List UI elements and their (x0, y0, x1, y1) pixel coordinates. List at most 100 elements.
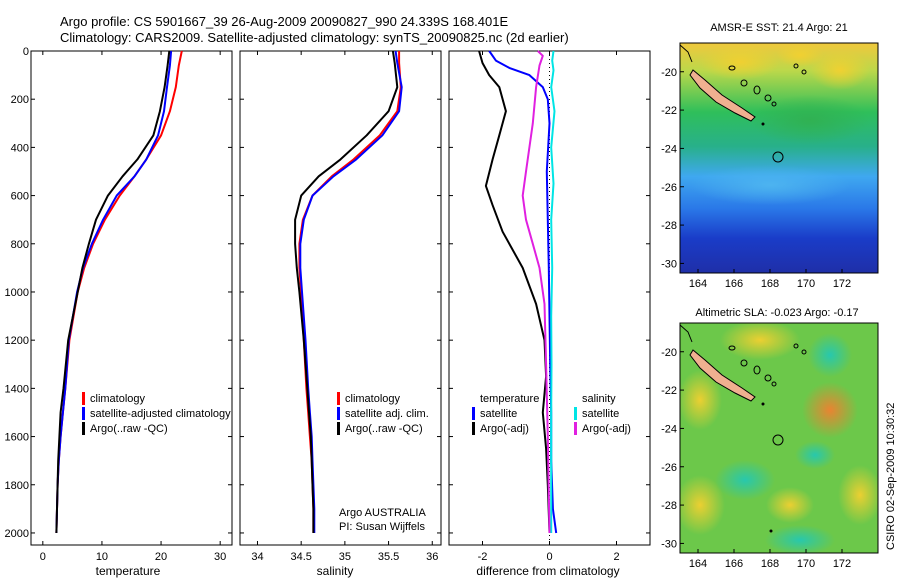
y-tick-label: 200 (11, 94, 29, 106)
sla-low-patch (808, 333, 852, 377)
salinity-ticks: 34 34.5 35 35.5 36 (240, 50, 441, 563)
x-tick-label: -2 (478, 551, 488, 563)
island (753, 365, 761, 375)
difference-panel: -2 0 2 difference from climatology tempera… (448, 50, 651, 578)
sst-map-ticks: 164 166 168 170 172 -20 -22 -24 -26 -28 -30 (661, 67, 851, 290)
series-line-temperature-argo-adj (478, 50, 551, 534)
sst-warm-patch (810, 50, 870, 90)
header-line-2: Climatology: CARS2009. Satellite-adjuste… (60, 30, 569, 45)
island (761, 402, 765, 406)
island (764, 374, 772, 382)
salinity-axes-frame (239, 50, 442, 546)
new-caledonia-coast (680, 324, 693, 343)
island (761, 122, 765, 126)
island (771, 381, 777, 387)
x-tick-label: 30 (214, 551, 226, 563)
lon-tick-label: 168 (761, 558, 779, 570)
series-line-satellite-adj-clim (299, 50, 403, 533)
x-tick-label: 36 (426, 551, 438, 563)
legend-swatch-argo (337, 422, 340, 435)
legend-label-argo: Argo(..raw -QC) (345, 423, 423, 435)
island (793, 343, 799, 349)
island (801, 69, 807, 75)
lon-tick-label: 166 (725, 278, 743, 290)
x-tick-label: 0 (40, 551, 46, 563)
sla-high-patch (680, 370, 722, 430)
lat-tick-label: -26 (661, 182, 677, 194)
lon-tick-label: 170 (797, 558, 815, 570)
lat-tick-label: -28 (661, 500, 677, 512)
sla-map-title: Altimetric SLA: -0.023 Argo: -0.17 (695, 307, 858, 319)
island (728, 345, 736, 351)
legend-label-temperature-argo: Argo(-adj) (480, 423, 529, 435)
salinity-xlabel: salinity (317, 564, 354, 578)
series-line-salinity-argo-adj (521, 50, 551, 534)
x-tick-label: 2 (613, 551, 619, 563)
sla-high-patch (680, 475, 725, 535)
y-tick-label: 800 (11, 239, 29, 251)
lon-tick-label: 172 (833, 558, 851, 570)
difference-ticks: -2 0 2 (449, 50, 650, 563)
lat-tick-label: -30 (661, 538, 677, 550)
x-tick-label: 35 (339, 551, 351, 563)
y-tick-label: 0 (23, 46, 29, 58)
island (740, 359, 748, 367)
argo-position-marker (772, 434, 784, 446)
x-tick-label: 35.5 (378, 551, 399, 563)
pi-credit: PI: Susan Wijffels (339, 521, 425, 533)
sla-low-patch (715, 460, 775, 500)
island (764, 94, 772, 102)
legend-swatch-satellite (82, 407, 85, 420)
lon-tick-label: 166 (725, 558, 743, 570)
sst-warm-patch (776, 43, 824, 67)
temperature-xlabel: temperature (96, 564, 161, 578)
lon-tick-label: 164 (689, 278, 707, 290)
series-line-argo-raw-qc (294, 50, 399, 533)
legend-swatch-satellite (337, 407, 340, 420)
series-line-climatology (298, 51, 402, 533)
series-line-satellite-adjusted-climatology (55, 50, 173, 534)
header-line-1: Argo profile: CS 5901667_39 26-Aug-2009 … (60, 14, 508, 29)
salinity-lines (294, 50, 403, 533)
island (740, 79, 748, 87)
y-tick-label: 1800 (5, 480, 29, 492)
legend-swatch-temperature-satellite (472, 407, 475, 420)
sst-cool-patch (690, 165, 850, 205)
lat-tick-label: -22 (661, 385, 677, 397)
lat-tick-label: -28 (661, 220, 677, 232)
program-credit: Argo AUSTRALIA (339, 507, 426, 519)
island (728, 65, 736, 71)
sla-map-frame (679, 322, 879, 554)
lon-tick-label: 164 (689, 558, 707, 570)
temperature-panel: 0 10 20 30 0 200 400 600 800 1000 1200 1400 1600 1800… (5, 46, 233, 578)
y-tick-label: 600 (11, 191, 29, 203)
legend-swatch-temperature-argo (472, 422, 475, 435)
sla-high-patch (766, 487, 814, 523)
difference-lines (478, 50, 558, 534)
island (793, 63, 799, 69)
sla-high-patch (838, 465, 878, 525)
temperature-legend: climatology satellite-adjusted climatolo… (82, 392, 231, 435)
lat-tick-label: -26 (661, 462, 677, 474)
legend-label-satellite: satellite adj. clim. (345, 408, 429, 420)
legend-label-climatology: climatology (90, 393, 146, 405)
legend-label-temperature-satellite: satellite (480, 408, 517, 420)
sst-map-frame (679, 42, 879, 274)
legend-label-salinity-argo: Argo(-adj) (582, 423, 631, 435)
y-tick-label: 2000 (5, 528, 29, 540)
legend-label-argo: Argo(..raw -QC) (90, 423, 168, 435)
island (771, 101, 777, 107)
legend-swatch-argo (82, 422, 85, 435)
temperature-ticks: 0 10 20 30 0 200 400 600 800 1000 1200 1400 1600 1800… (5, 46, 232, 563)
legend-title-salinity: salinity (582, 393, 616, 405)
legend-title-temperature: temperature (480, 393, 539, 405)
legend-swatch-salinity-satellite (574, 407, 577, 420)
legend-swatch-salinity-argo (574, 422, 577, 435)
lat-tick-label: -24 (661, 143, 677, 155)
series-line-argo-raw-qc (55, 50, 171, 534)
island (801, 349, 807, 355)
x-tick-label: 0 (546, 551, 552, 563)
new-caledonia-land (689, 349, 756, 402)
sst-warm-patch (700, 44, 780, 80)
